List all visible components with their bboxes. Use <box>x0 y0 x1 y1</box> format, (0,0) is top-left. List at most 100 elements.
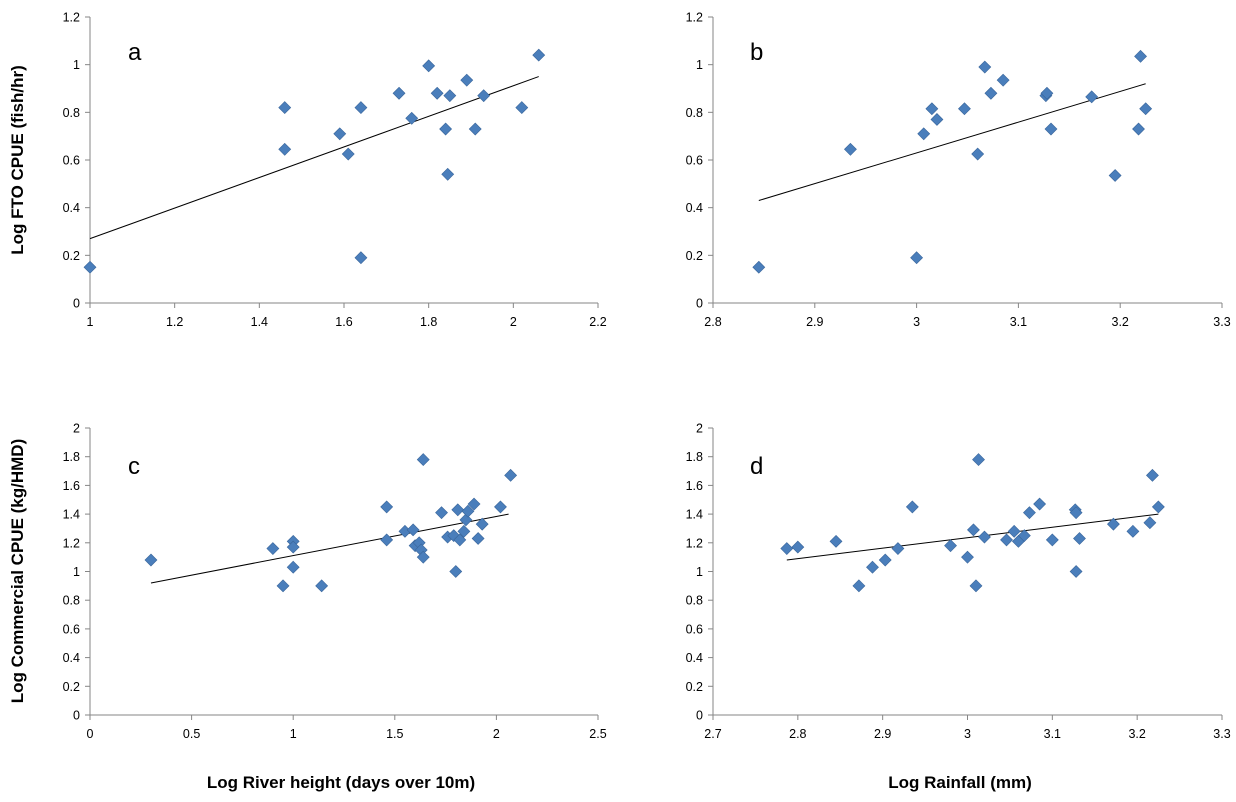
panel-c-y-tick-label: 0.8 <box>63 594 80 608</box>
panel-a-data-point <box>441 167 455 181</box>
panel-d-x-tick-label: 2.9 <box>874 727 891 741</box>
panel-b-trendline <box>758 83 1146 201</box>
panel-a-data-point <box>430 86 444 100</box>
panel-b-data-point <box>930 113 944 126</box>
panel-c-trendline <box>150 513 509 584</box>
panel-c-y-tick-label: 1.6 <box>63 479 80 493</box>
panel-c-data-point <box>380 533 394 547</box>
panel-d-y-tick-label: 2 <box>696 422 703 436</box>
panel-a-data-point <box>354 251 368 265</box>
panel-b-x-tick-label: 2.9 <box>806 315 823 329</box>
panel-d-data-point <box>1143 516 1157 530</box>
panel-d-data-point <box>1017 529 1031 543</box>
panel-c-data-point <box>406 523 420 537</box>
panel-a-y-tick-label: 0.6 <box>63 154 80 168</box>
panel-c-y-tick-label: 1 <box>73 565 80 579</box>
panel-d-data-point <box>905 500 919 514</box>
x-axis-title-right: Log Rainfall (mm) <box>888 773 1032 792</box>
panel-c-data-point <box>471 532 485 545</box>
x-axis-title-left: Log River height (days over 10m) <box>207 773 475 792</box>
panel-d-plot: 0 0.2 0.4 0.6 0.8 1 1.2 1.4 1.6 1.8 2 2.7 2.8 2.9 3 3.1… <box>686 422 1231 742</box>
panel-c-data-point <box>416 453 430 466</box>
panel-a-x-tick-label: 2 <box>510 315 517 329</box>
panel-d-data-point <box>866 560 879 574</box>
panel-c-data-point <box>453 533 467 547</box>
panel-c-y-tick-label: 0.2 <box>63 680 80 694</box>
panel-c-data-point <box>494 500 507 514</box>
panel-c-data-point <box>475 517 489 531</box>
panel-c-data-point <box>504 468 518 482</box>
panel-a-data-point <box>468 122 482 136</box>
panel-b-data-point <box>996 73 1010 87</box>
panel-d-y-tick-label: 0.6 <box>686 622 703 636</box>
y-axis-title-bottom: Log Commercial CPUE (kg/HMD) <box>8 439 27 703</box>
panel-d-x-tick-label: 2.7 <box>704 727 721 741</box>
panel-d-y-tick-label: 1.8 <box>686 450 703 464</box>
panel-d-y-tick-label: 0 <box>696 709 703 723</box>
panel-d-data-point <box>972 453 985 466</box>
y-axis-title-top: Log FTO CPUE (fish/hr) <box>8 65 27 255</box>
panel-b-data-point <box>1085 90 1099 104</box>
panel-c-data-point <box>286 540 300 554</box>
panel-a-data-point <box>422 59 436 73</box>
panel-a-data-point <box>354 101 368 114</box>
panel-b-data-point <box>917 127 931 141</box>
panel-a-data-point <box>443 89 457 103</box>
panel-b-y-tick-label: 1 <box>696 58 703 72</box>
panel-b-data-point <box>844 142 857 156</box>
panel-d-data-point <box>829 534 843 548</box>
panel-c-y-tick-label: 1.8 <box>63 450 80 464</box>
panel-a-plot: 0 0.2 0.4 0.6 0.8 1 1.2 1 1.2 1.4 1.6 1.8 2 2.2 a <box>63 11 607 330</box>
panel-b-x-tick-label: 3.1 <box>1010 315 1027 329</box>
panel-a-x-tick-label: 1.4 <box>251 315 268 329</box>
panel-b-x-tick-label: 2.8 <box>704 315 721 329</box>
panel-b-data-point <box>1108 169 1122 182</box>
panel-a-y-tick-label: 0 <box>73 297 80 311</box>
panel-b-data-point <box>1040 86 1054 100</box>
panel-b-y-tick-label: 0 <box>696 297 703 311</box>
panel-c-x-tick-label: 2 <box>493 727 500 741</box>
panel-a-data-point <box>532 48 546 62</box>
panel-d-data-point <box>1126 524 1140 538</box>
panel-c-data-point <box>461 504 475 518</box>
panel-c-x-tick-label: 0 <box>87 727 94 741</box>
panel-c-data-point <box>457 524 471 538</box>
panel-b-y-tick-label: 0.8 <box>686 106 703 120</box>
panel-d-x-tick-label: 3.1 <box>1044 727 1061 741</box>
panel-b-data-point <box>1139 102 1153 116</box>
panel-d-x-tick-label: 3 <box>964 727 971 741</box>
panel-d-data-point <box>780 542 794 555</box>
panel-a-data-point <box>405 111 419 125</box>
panel-d-x-tick-label: 2.8 <box>789 727 806 741</box>
panel-d-y-tick-label: 1.4 <box>686 508 703 522</box>
panel-c-data-point <box>467 497 481 511</box>
panel-d-data-point <box>1033 497 1047 511</box>
panel-d-data-point <box>967 523 980 537</box>
panel-d-y-tick-label: 1.2 <box>686 536 703 550</box>
panel-a-x-tick-label: 1.2 <box>166 315 183 329</box>
panel-a-data-point <box>278 101 292 114</box>
panel-b-data-point <box>925 102 939 116</box>
panel-d-y-tick-label: 0.4 <box>686 651 703 665</box>
panel-d-data-point <box>1000 533 1013 547</box>
panel-d-data-point <box>961 550 974 564</box>
panel-d-data-point <box>1069 506 1083 520</box>
panel-c-data-point <box>459 513 473 527</box>
panel-c-y-tick-label: 2 <box>73 422 80 436</box>
panel-d-data-point <box>878 553 892 567</box>
panel-a-y-tick-label: 0.4 <box>63 201 80 215</box>
panel-d-data-point <box>1007 524 1021 538</box>
panel-b-data-point <box>978 60 992 74</box>
panel-d-data-point <box>1073 532 1086 545</box>
panel-d-data-point <box>978 530 991 544</box>
panel-d-y-tick-label: 1.6 <box>686 479 703 493</box>
panel-d-data-point <box>1106 517 1120 531</box>
panel-c-y-tick-label: 0 <box>73 709 80 723</box>
panel-b-letter: b <box>750 39 763 66</box>
panel-d-data-point <box>852 579 866 593</box>
panel-a-data-point <box>333 127 347 141</box>
panel-d-y-tick-label: 0.8 <box>686 594 703 608</box>
panel-d-data-point <box>1151 500 1165 514</box>
panel-c-x-tick-label: 0.5 <box>183 727 200 741</box>
